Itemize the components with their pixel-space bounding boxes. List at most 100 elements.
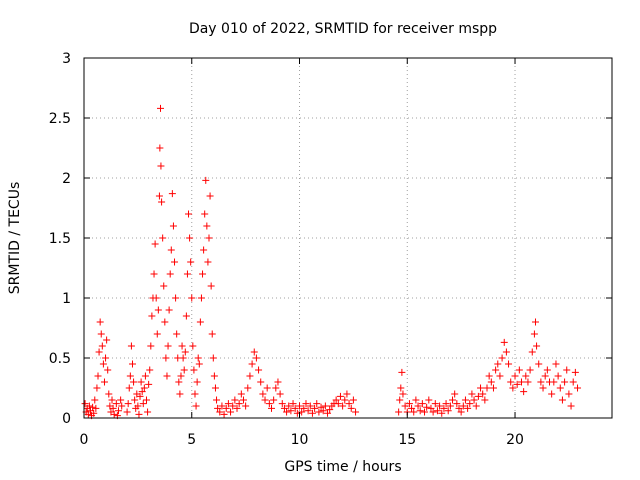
data-point [418,400,426,408]
data-point [207,282,215,290]
data-point [442,400,450,408]
data-point [311,404,319,412]
data-point [165,306,173,314]
data-point [167,246,175,254]
data-point [139,400,147,408]
data-point [474,392,482,400]
data-point [396,396,404,404]
data-point [104,366,112,374]
data-point [197,294,205,302]
data-point [509,384,517,392]
data-point [494,360,502,368]
data-point [541,372,549,380]
data-point [533,342,541,350]
data-point [227,408,235,416]
data-point [270,396,278,404]
data-point [187,258,195,266]
data-point [261,396,269,404]
data-point [138,388,146,396]
data-point [164,342,172,350]
data-point [166,270,174,278]
data-point [135,410,143,418]
data-point [283,408,291,416]
data-point [185,210,193,218]
data-point [177,372,185,380]
data-point [433,407,441,415]
data-point [100,378,108,386]
data-point [343,390,351,398]
data-point [257,378,265,386]
data-point [112,400,120,408]
data-point [98,342,106,350]
data-point [489,384,497,392]
data-point [188,294,196,302]
data-point [90,409,98,417]
x-axis-label: GPS time / hours [284,459,401,475]
data-point [97,330,105,338]
data-point [94,372,102,380]
data-point [136,392,144,400]
data-point [99,360,107,368]
data-point [123,408,131,416]
data-point [108,396,116,404]
data-point [182,312,190,320]
data-point [561,378,569,386]
data-point [352,408,360,416]
data-point [515,366,523,374]
data-point [125,384,133,392]
data-point [507,378,515,386]
data-point [554,372,562,380]
data-point [324,409,332,417]
axis-ticks [83,57,612,419]
chart-title: Day 010 of 2022, SRMTID for receiver msp… [189,21,497,37]
data-point [211,384,219,392]
data-point [199,270,207,278]
data-point [492,366,500,374]
data-point [345,400,353,408]
data-point [105,390,113,398]
x-tick-label: 10 [291,432,309,448]
data-point [204,258,212,266]
data-point [214,404,222,412]
data-point [255,366,263,374]
data-point [304,407,312,415]
data-point [539,384,547,392]
data-point [423,403,431,411]
data-point [181,348,189,356]
data-point [131,396,139,404]
data-point [291,404,299,412]
data-point [148,312,156,320]
data-point [550,378,558,386]
data-point [124,400,132,408]
data-point [231,396,239,404]
data-point [96,318,104,326]
data-point [459,402,467,410]
data-point [128,360,136,368]
data-point [272,384,280,392]
data-point [206,192,214,200]
data-point [172,294,180,302]
data-point [336,392,344,400]
data-point [250,348,258,356]
data-point [84,410,92,418]
data-point [326,406,334,414]
data-point [110,410,118,418]
data-point [196,318,204,326]
data-point [317,403,325,411]
data-point [468,390,476,398]
data-point [479,390,487,398]
data-point [548,390,556,398]
data-point [235,400,243,408]
data-point [180,366,188,374]
data-point [81,400,89,408]
data-point [144,408,152,416]
data-point [461,396,469,404]
data-point [203,222,211,230]
data-point [558,396,566,404]
data-point [173,330,181,338]
data-point [93,384,101,392]
data-point [114,407,122,415]
data-point [481,396,489,404]
